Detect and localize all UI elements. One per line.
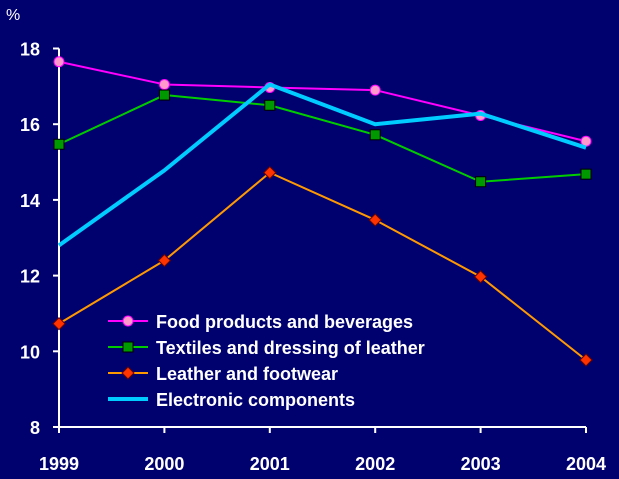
series-3 xyxy=(57,82,587,247)
y-tick-label: 8 xyxy=(30,418,40,438)
legend-swatch-marker xyxy=(122,341,134,353)
legend: Food products and beverages Textiles and … xyxy=(108,312,425,410)
data-point xyxy=(369,129,381,141)
legend-label: Food products and beverages xyxy=(156,312,413,332)
data-point xyxy=(580,168,592,180)
legend-label: Leather and footwear xyxy=(156,364,338,384)
y-axis-unit-label: % xyxy=(6,7,20,24)
data-point xyxy=(53,56,65,68)
legend-swatch-marker xyxy=(121,366,135,380)
series-2 xyxy=(52,165,593,367)
x-tick-label: 2001 xyxy=(250,454,290,474)
data-point xyxy=(368,213,382,227)
y-tick-label: 16 xyxy=(20,115,40,135)
data-point xyxy=(264,99,276,111)
data-point xyxy=(53,138,65,150)
series-1 xyxy=(53,89,592,188)
x-tick-label: 2003 xyxy=(461,454,501,474)
data-point xyxy=(263,165,277,180)
series-line xyxy=(57,82,587,247)
data-point xyxy=(158,89,170,101)
x-tick-label: 2004 xyxy=(566,454,606,474)
axes: 8 10 12 14 16 18 1999 2000 2001 2002 2003 2004 xyxy=(20,40,606,475)
series-line xyxy=(58,171,587,361)
legend-label: Electronic components xyxy=(156,390,355,410)
data-point xyxy=(158,78,170,90)
x-tick-label: 2000 xyxy=(144,454,184,474)
data-point xyxy=(369,84,381,96)
series-layer xyxy=(52,56,593,367)
series-line xyxy=(58,94,587,183)
series-0 xyxy=(53,56,592,147)
legend-label: Textiles and dressing of leather xyxy=(156,338,425,358)
y-tick-label: 12 xyxy=(20,267,40,287)
data-point xyxy=(52,316,66,331)
y-tick-label: 18 xyxy=(20,40,40,60)
data-point xyxy=(579,353,593,367)
x-tick-label: 1999 xyxy=(39,454,79,474)
y-tick-label: 10 xyxy=(20,342,40,362)
data-point xyxy=(157,253,172,268)
data-point xyxy=(473,270,488,284)
legend-swatch-marker xyxy=(122,315,134,327)
y-tick-label: 14 xyxy=(20,191,40,211)
x-tick-label: 2002 xyxy=(355,454,395,474)
series-line xyxy=(58,60,587,143)
data-point xyxy=(475,176,487,188)
